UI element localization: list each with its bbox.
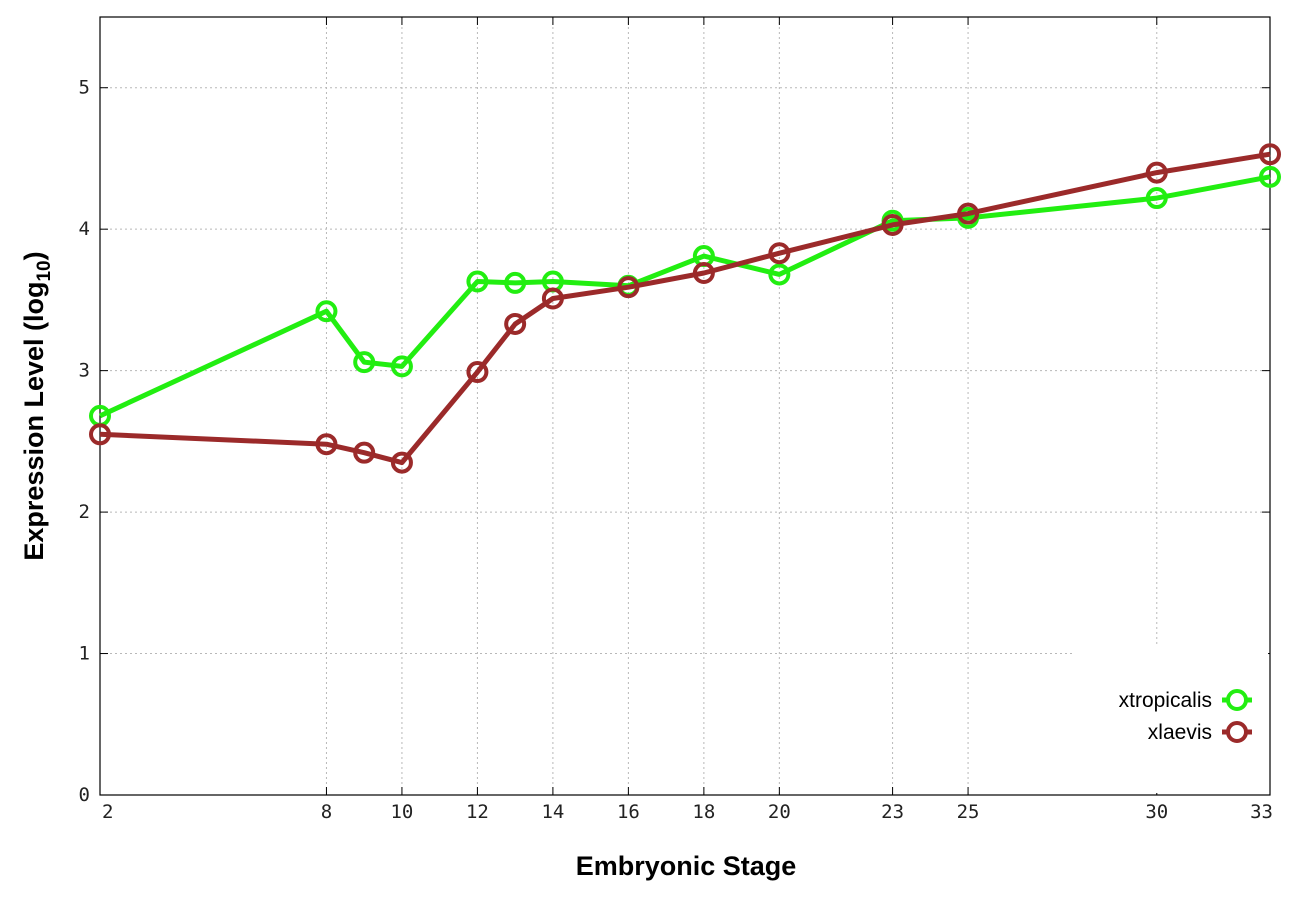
data-point [768,242,791,265]
x-axis-title: Embryonic Stage [576,851,797,881]
x-tick-label: 18 [692,801,715,823]
data-point [1145,161,1168,184]
y-tick-label: 5 [79,77,90,99]
y-tick-label: 1 [79,643,90,665]
data-point [353,441,376,464]
data-point [768,263,791,286]
y-tick-label: 0 [79,784,90,806]
data-point [504,312,527,335]
x-tick-label: 33 [1250,801,1273,823]
data-point [89,423,111,446]
x-tick-label: 25 [957,801,980,823]
y-tick-label: 4 [79,218,90,240]
legend-background [1072,645,1268,793]
data-point [1145,187,1168,210]
legend-marker [1226,689,1248,711]
x-tick-label: 2 [102,801,113,823]
x-tick-label: 30 [1145,801,1168,823]
series-xtropicalis [89,165,1281,427]
x-tick-label: 23 [881,801,904,823]
series-layer [89,143,1281,474]
x-tick-label: 14 [541,801,564,823]
x-tick-label: 20 [768,801,791,823]
data-point [353,351,376,374]
legend-item-xlaevis: xlaevis [1148,721,1252,744]
data-point [390,451,413,474]
series-line [99,151,1271,466]
data-point [881,213,904,236]
data-point [390,355,413,378]
data-point [1259,143,1281,166]
data-point [315,300,338,323]
y-axis-title: Expression Level (log10) [19,251,55,560]
data-point [315,433,338,456]
data-point [466,270,489,293]
legend-item-xtropicalis: xtropicalis [1119,689,1252,712]
data-point [504,271,527,294]
y-tick-label: 3 [79,360,90,382]
data-point [692,262,715,285]
data-point [957,202,980,225]
x-tick-label: 16 [617,801,640,823]
x-tick-label: 8 [321,801,332,823]
data-point [541,287,564,310]
y-tick-label: 2 [79,501,90,523]
legend-label: xlaevis [1148,721,1212,744]
series-line [98,174,1271,419]
x-tick-label: 12 [466,801,489,823]
series-xlaevis [89,143,1281,474]
legend: xtropicalis xlaevis [1072,645,1268,793]
data-point [617,276,640,299]
legend-marker [1226,721,1248,743]
x-tick-label: 10 [390,801,413,823]
data-point [1259,165,1281,188]
legend-label: xtropicalis [1119,689,1212,712]
data-point [466,361,489,384]
